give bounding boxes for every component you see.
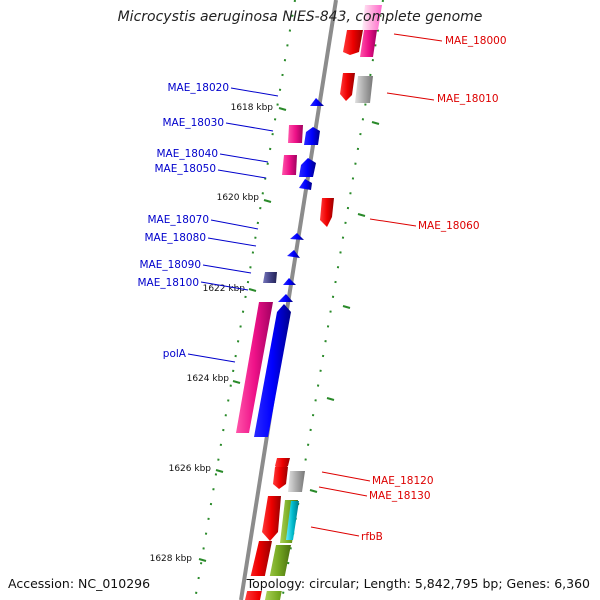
callout-line [200,281,249,291]
gene-rfbB[interactable] [286,501,299,540]
ruler-tick [326,397,335,401]
ruler-tick [309,489,318,493]
ruler-tick [342,305,351,309]
gene-label[interactable]: MAE_18000 [445,35,507,47]
callout-line [369,218,417,227]
gene-MAE_18020[interactable] [310,98,324,106]
gene-MAE_18100[interactable] [278,294,293,302]
gene-label[interactable]: MAE_18070 [147,214,209,226]
ruler-tick [263,199,272,203]
gene-label[interactable]: MAE_18030 [162,117,224,129]
ruler-tick [357,213,366,217]
gene-label[interactable]: MAE_18010 [437,93,499,105]
gene-label[interactable]: MAE_18130 [369,490,431,502]
callout-line [210,219,259,230]
gene-rfbB-red[interactable] [262,496,281,541]
accession-info: Accession: NC_010296 [8,576,151,591]
gene-MAE_18060[interactable] [320,198,334,227]
gene-label[interactable]: MAE_18060 [418,220,480,232]
callout-line [187,353,236,363]
gene-MAE_18000[interactable] [362,5,382,30]
topology-info: Topology: circular; Length: 5,842,795 bp… [246,576,590,591]
gene-polA-magenta[interactable] [236,302,273,433]
kbp-label: 1626 kbp [169,464,212,474]
ruler-tick [278,107,287,111]
callout-line [219,153,269,163]
ruler-tick [215,469,224,473]
gene-MAE_18000-magenta[interactable] [360,30,377,57]
gene-label[interactable]: MAE_18050 [154,163,216,175]
ruler-tick [248,288,257,292]
kbp-label: 1628 kbp [150,554,193,564]
callout-line [217,169,267,179]
gene-MAE_18000-red[interactable] [343,30,363,55]
gene-label[interactable]: MAE_18080 [144,232,206,244]
gene-MAE_18030-magenta[interactable] [288,125,303,143]
gene-label[interactable]: MAE_18020 [167,82,229,94]
gene-MAE_18080[interactable] [287,250,300,258]
gene-MAE_18070[interactable] [290,233,304,240]
callout-line [225,122,274,132]
ruler-ticks [198,107,380,562]
gene-MAE_18050[interactable] [299,179,312,190]
gene-MAE_18090-navy[interactable] [263,272,277,283]
gene-MAE_18130[interactable] [288,471,305,492]
gene-label[interactable]: rfbB [361,531,383,543]
gene-MAE_18040-magenta[interactable] [282,155,297,175]
gene-label[interactable]: MAE_18120 [372,475,434,487]
gene-MAE_18040[interactable] [299,158,316,177]
gene-MAE_18120[interactable] [273,467,288,489]
kbp-label: 1624 kbp [187,374,230,384]
gene-polA[interactable] [254,304,291,437]
kbp-label: 1620 kbp [217,193,260,203]
ruler-tick [198,558,207,562]
callout-line [318,486,368,497]
gene-label[interactable]: MAE_18090 [139,259,201,271]
map-title: Microcystis aeruginosa NIES-843, complet… [117,9,483,25]
kbp-label: 1622 kbp [203,284,246,294]
callout-line [321,471,371,482]
gene-label[interactable]: MAE_18100 [137,277,199,289]
ruler-tick [371,121,380,125]
gene-MAE_18010-red[interactable] [340,73,355,101]
callout-line [202,264,252,274]
gene-MAE_18010[interactable] [355,76,373,103]
gene-MAE_18030[interactable] [304,127,320,145]
gene-label[interactable]: polA [163,348,187,360]
kbp-label: 1618 kbp [231,103,274,113]
callout-line [393,33,443,42]
gene-label[interactable]: MAE_18040 [156,148,218,160]
ruler-tick [232,380,241,384]
gene-MAE_18090[interactable] [283,278,296,285]
callout-line [230,87,279,97]
callout-line [207,237,257,247]
callout-line [386,92,435,101]
callout-line [310,526,360,537]
